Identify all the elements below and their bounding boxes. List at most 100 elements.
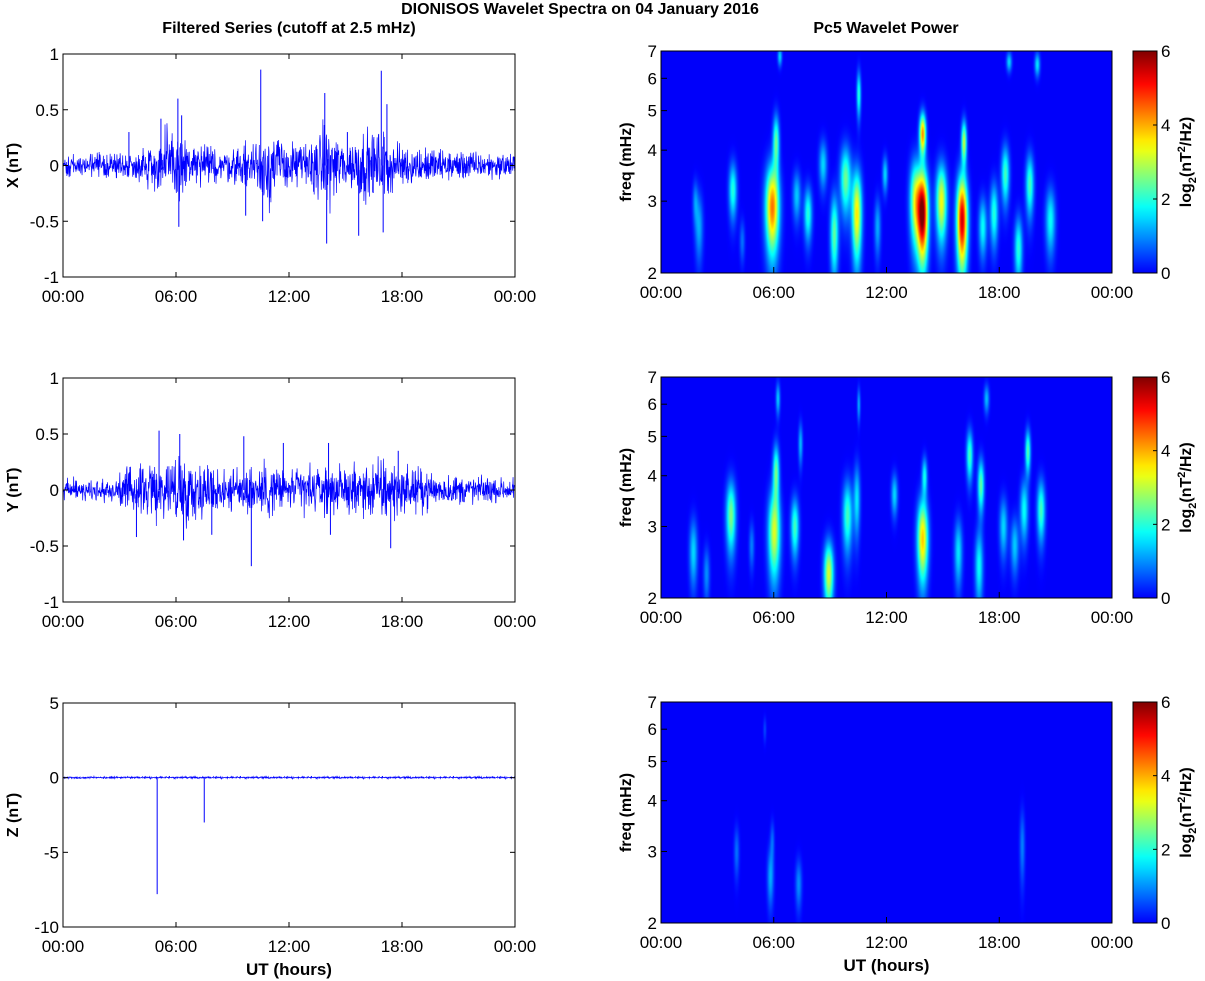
- colorbar: [1132, 50, 1158, 274]
- y-tick-label: 5: [648, 427, 657, 446]
- plot-area: [63, 703, 515, 927]
- x-tick-label: 06:00: [752, 608, 795, 627]
- x-tick-label: 06:00: [155, 612, 198, 631]
- y-tick-label: 0: [50, 157, 59, 176]
- x-tick-label: 06:00: [155, 937, 198, 956]
- x-tick-label: 12:00: [865, 933, 908, 952]
- y-tick-label: 7: [648, 693, 657, 712]
- x-tick-label: 00:00: [42, 287, 85, 306]
- colorbar-label: log2(nT2/Hz): [1176, 767, 1199, 857]
- colorbar: [1132, 701, 1158, 924]
- y-axis-label: freq (mHz): [618, 448, 635, 527]
- right-column-title: Pc5 Wavelet Power: [813, 20, 958, 37]
- z-wavelet-power-panel: 7 6 5 4 3 2 00:00 06:00 12:00 18:00 00:00 freq (mHz…: [618, 693, 1199, 975]
- y-tick-label: 1: [50, 45, 59, 64]
- x-tick-label: 00:00: [640, 608, 683, 627]
- x-tick-label: 18:00: [381, 612, 424, 631]
- y-tick-label: 3: [648, 842, 657, 861]
- x-tick-label: 00:00: [494, 612, 537, 631]
- colorbar-tick-label: 2: [1161, 515, 1170, 534]
- y-tick-label: 0: [50, 769, 59, 788]
- z-wavelet-heatmap: [661, 702, 1112, 923]
- x-tick-label: 00:00: [494, 937, 537, 956]
- colorbar-label: log2(nT2/Hz): [1176, 442, 1199, 532]
- x-tick-label: 12:00: [268, 937, 311, 956]
- colorbar-tick-label: 0: [1161, 914, 1170, 933]
- y-axis-label: X (nT): [5, 143, 22, 188]
- y-tick-label: -5: [44, 843, 59, 862]
- x-tick-label: 00:00: [494, 287, 537, 306]
- colorbar-tick-label: 0: [1161, 589, 1170, 608]
- x-wavelet-heatmap: [661, 51, 1112, 273]
- y-tick-label: 0.5: [35, 101, 59, 120]
- x-filtered-series-panel: 10.50-0.5-100:00 06:00 12:00 18:00 00:00X (n…: [5, 45, 536, 306]
- y-tick-label: 7: [648, 368, 657, 387]
- y-tick-label: 2: [648, 589, 657, 608]
- x-tick-label: 00:00: [42, 612, 85, 631]
- x-tick-label: 18:00: [381, 287, 424, 306]
- y-tick-label: 0.5: [35, 425, 59, 444]
- colorbar-tick-label: 4: [1161, 116, 1170, 135]
- y-tick-label: 4: [648, 792, 657, 811]
- y-tick-label: 2: [648, 264, 657, 283]
- x-tick-label: 06:00: [752, 283, 795, 302]
- x-axis-label: UT (hours): [844, 956, 930, 975]
- x-tick-label: 06:00: [752, 933, 795, 952]
- y-tick-label: 4: [648, 141, 657, 160]
- figure-title: DIONISOS Wavelet Spectra on 04 January 2…: [401, 1, 759, 18]
- y-axis-label: freq (mHz): [618, 773, 635, 852]
- y-tick-label: 7: [648, 42, 657, 61]
- x-tick-label: 00:00: [640, 283, 683, 302]
- x-signal-line: [62, 119, 516, 214]
- y-tick-label: 5: [50, 694, 59, 713]
- x-tick-label: 18:00: [978, 283, 1021, 302]
- y-tick-label: 0: [50, 481, 59, 500]
- y-filtered-series-panel: 10.50-0.5-100:00 06:00 12:00 18:00 00:00Y (n…: [5, 369, 536, 631]
- y-tick-label: 6: [648, 720, 657, 739]
- x-tick-label: 18:00: [381, 937, 424, 956]
- y-signal-line: [62, 456, 516, 529]
- x-tick-label: 00:00: [1091, 283, 1134, 302]
- y-tick-label: 5: [648, 752, 657, 771]
- colorbar-tick-label: 6: [1161, 368, 1170, 387]
- y-tick-label: 6: [648, 395, 657, 414]
- x-tick-label: 00:00: [1091, 608, 1134, 627]
- colorbar-tick-label: 4: [1161, 767, 1170, 786]
- y-tick-label: 4: [648, 467, 657, 486]
- colorbar: [1132, 376, 1158, 599]
- y-axis-label: freq (mHz): [618, 122, 635, 201]
- y-tick-label: 1: [50, 369, 59, 388]
- x-tick-label: 12:00: [268, 287, 311, 306]
- x-tick-label: 00:00: [42, 937, 85, 956]
- z-signal-line: [62, 774, 516, 781]
- y-tick-label: -10: [34, 918, 59, 937]
- colorbar-tick-label: 0: [1161, 264, 1170, 283]
- y-axis-label: Z (nT): [5, 793, 22, 837]
- colorbar-tick-label: 2: [1161, 840, 1170, 859]
- y-tick-label: -0.5: [30, 537, 59, 556]
- plot-area: [63, 54, 515, 277]
- x-tick-label: 18:00: [978, 608, 1021, 627]
- x-tick-label: 00:00: [1091, 933, 1134, 952]
- x-tick-label: 18:00: [978, 933, 1021, 952]
- colorbar-tick-label: 4: [1161, 442, 1170, 461]
- x-axis-label: UT (hours): [246, 960, 332, 979]
- y-tick-label: -1: [44, 268, 59, 287]
- y-tick-label: -0.5: [30, 212, 59, 231]
- colorbar-tick-label: 6: [1161, 42, 1170, 61]
- left-column-title: Filtered Series (cutoff at 2.5 mHz): [162, 20, 415, 37]
- y-tick-label: 3: [648, 517, 657, 536]
- x-tick-label: 06:00: [155, 287, 198, 306]
- y-tick-label: 3: [648, 192, 657, 211]
- x-tick-label: 00:00: [640, 933, 683, 952]
- y-tick-label: 6: [648, 69, 657, 88]
- y-tick-label: 5: [648, 102, 657, 121]
- colorbar-tick-label: 2: [1161, 190, 1170, 209]
- x-tick-label: 12:00: [268, 612, 311, 631]
- x-tick-label: 12:00: [865, 283, 908, 302]
- colorbar-label: log2(nT2/Hz): [1176, 117, 1199, 207]
